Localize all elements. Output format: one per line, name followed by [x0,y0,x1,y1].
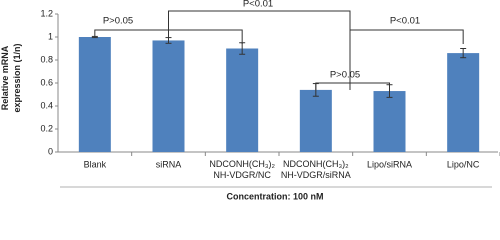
x-tick-label: Lipo/NC [447,159,480,169]
bar [373,91,406,152]
x-tick-label: NDCONH(CH₃)₂ NH-VDGR/siRNA [281,159,351,180]
x-tick-label: NDCONH(CH₃)₂ NH-VDGR/NC [209,159,275,180]
bar [447,53,480,152]
x-tick-label: Lipo/siRNA [367,159,412,169]
y-tick-label: 0.8 [40,54,53,64]
y-tick-label: 0 [48,146,53,156]
y-tick-label: 0.6 [40,77,53,87]
x-tick-label: siRNA [156,159,182,169]
x-axis-label: Concentration: 100 nM [226,191,323,201]
bar [226,48,259,152]
annotation: P>0.05 [103,16,133,27]
error-bar [460,48,467,59]
chart: Relative mRNA expression (1/n) Concentrat… [0,0,500,201]
error-bar [91,35,98,39]
significance-bracket [168,10,351,90]
annotation: P<0.01 [390,16,420,27]
annotation: P<0.01 [243,0,273,10]
y-axis-label: Relative mRNA expression (1/n) [0,43,22,112]
y-tick-label: 0.2 [40,123,53,133]
y-tick-label: 1.2 [40,8,53,18]
significance-bracket [315,82,390,90]
x-tick-label: Blank [84,159,107,169]
significance-bracket [349,11,464,44]
annotation: P>0.05 [330,70,360,81]
y-tick-label: 0.4 [40,100,53,110]
bar [152,40,185,153]
bar [78,37,111,152]
y-tick-label: 1 [48,31,53,41]
bar [299,89,332,152]
